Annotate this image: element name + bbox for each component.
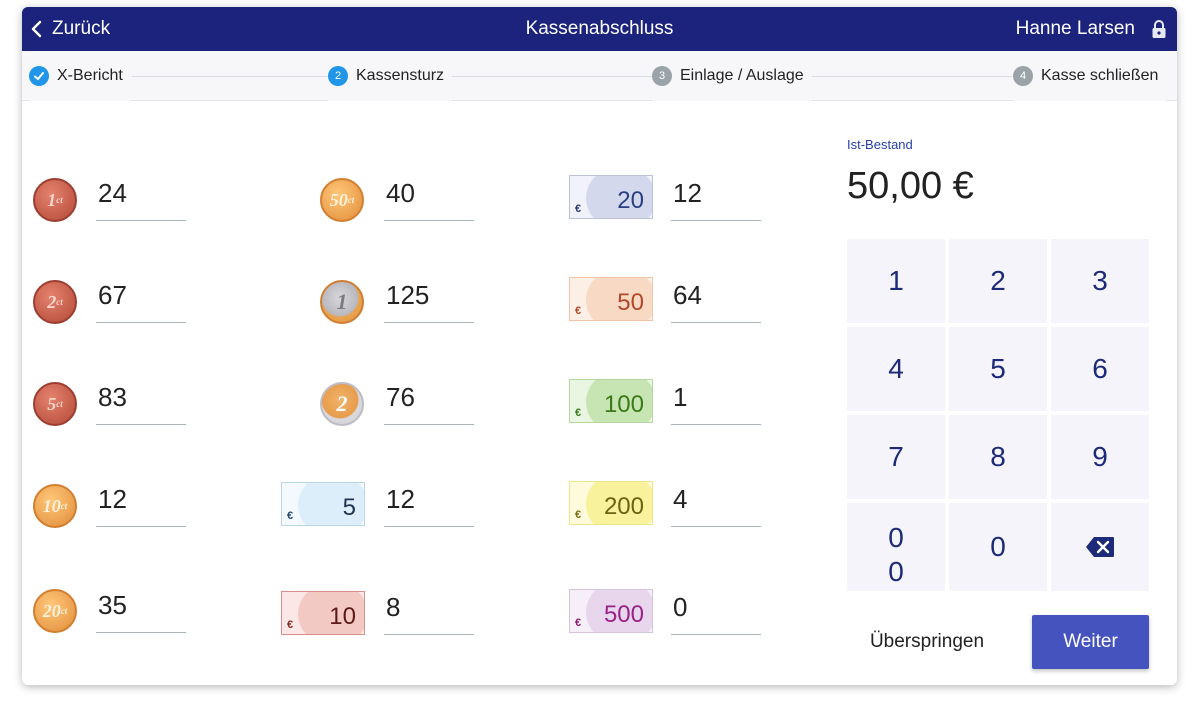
back-label: Zurück [52, 18, 111, 39]
next-button[interactable]: Weiter [1032, 615, 1149, 669]
key-00[interactable]: 0 0 [847, 503, 945, 591]
step-number: 4 [1013, 66, 1033, 86]
page-title: Kassenabschluss [525, 18, 674, 39]
step-label: Kassensturz [356, 67, 445, 84]
step-connector [132, 76, 332, 77]
count-5ct-input[interactable]: 83 [96, 381, 186, 425]
key-2[interactable]: 2 [949, 239, 1047, 323]
app-window: Zurück Kassenabschluss Hanne Larsen X-Be… [22, 7, 1177, 685]
step-connector [812, 76, 1012, 77]
note-10-icon: € 10 [281, 591, 365, 635]
count-500euro-note-input[interactable]: 0 [671, 591, 761, 635]
key-00-digit: 0 [888, 522, 904, 553]
step-number: 3 [652, 66, 672, 86]
count-5euro-note-input[interactable]: 12 [384, 483, 474, 527]
step-kassensturz[interactable]: 2 Kassensturz [328, 51, 453, 101]
step-label: X-Bericht [57, 67, 123, 84]
count-1ct-input[interactable]: 24 [96, 177, 186, 221]
step-einlage-auslage[interactable]: 3 Einlage / Auslage [652, 51, 812, 101]
coin-20ct-icon: 20 ct [33, 589, 77, 633]
coin-2euro-icon: 2 [320, 382, 364, 426]
note-200-icon: € 200 [569, 481, 653, 525]
count-10ct-input[interactable]: 12 [96, 483, 186, 527]
step-label: Einlage / Auslage [680, 67, 804, 84]
stock-label: Ist-Bestand [847, 137, 913, 152]
step-kasse-schliessen[interactable]: 4 Kasse schließen [1013, 51, 1167, 101]
step-x-bericht[interactable]: X-Bericht [29, 51, 131, 101]
count-2euro-input[interactable]: 76 [384, 381, 474, 425]
key-5[interactable]: 5 [949, 327, 1047, 411]
key-1[interactable]: 1 [847, 239, 945, 323]
header-bar: Zurück Kassenabschluss Hanne Larsen [22, 7, 1177, 51]
lock-icon[interactable] [1151, 19, 1167, 39]
coin-5ct-icon: 5 ct [33, 382, 77, 426]
count-50ct-input[interactable]: 40 [384, 177, 474, 221]
check-icon [29, 66, 49, 86]
skip-button[interactable]: Überspringen [869, 631, 985, 652]
stock-value: 50,00 € [847, 165, 974, 207]
coin-50ct-icon: 50 ct [320, 178, 364, 222]
back-button[interactable]: Zurück [30, 7, 110, 51]
count-20ct-input[interactable]: 35 [96, 589, 186, 633]
step-number: 2 [328, 66, 348, 86]
count-100euro-note-input[interactable]: 1 [671, 381, 761, 425]
count-50euro-note-input[interactable]: 64 [671, 279, 761, 323]
key-7[interactable]: 7 [847, 415, 945, 499]
progress-steps: X-Bericht 2 Kassensturz 3 Einlage / Ausl… [22, 51, 1177, 101]
key-6[interactable]: 6 [1051, 327, 1149, 411]
step-label: Kasse schließen [1041, 67, 1159, 84]
count-1euro-input[interactable]: 125 [384, 279, 474, 323]
note-20-icon: € 20 [569, 175, 653, 219]
note-5-icon: € 5 [281, 482, 365, 526]
note-500-icon: € 500 [569, 589, 653, 633]
user-menu[interactable]: Hanne Larsen [1016, 7, 1167, 51]
key-0[interactable]: 0 [949, 503, 1047, 591]
coin-1ct-icon: 1 ct [33, 178, 77, 222]
note-100-icon: € 100 [569, 379, 653, 423]
numeric-keypad: 1 2 3 4 5 6 7 8 9 0 0 0 [847, 239, 1149, 591]
count-200euro-note-input[interactable]: 4 [671, 483, 761, 527]
count-10euro-note-input[interactable]: 8 [384, 591, 474, 635]
coin-10ct-icon: 10 ct [33, 484, 77, 528]
key-8[interactable]: 8 [949, 415, 1047, 499]
key-4[interactable]: 4 [847, 327, 945, 411]
backspace-key[interactable] [1051, 503, 1149, 591]
backspace-icon [1086, 537, 1114, 557]
step-connector [452, 76, 652, 77]
note-50-icon: € 50 [569, 277, 653, 321]
user-name: Hanne Larsen [1015, 18, 1135, 39]
key-9[interactable]: 9 [1051, 415, 1149, 499]
coin-2ct-icon: 2 ct [33, 280, 77, 324]
coin-1euro-icon: 1 [320, 280, 364, 324]
key-00-digit: 0 [888, 556, 904, 587]
chevron-left-icon [31, 20, 42, 38]
key-3[interactable]: 3 [1051, 239, 1149, 323]
count-20euro-note-input[interactable]: 12 [671, 177, 761, 221]
count-2ct-input[interactable]: 67 [96, 279, 186, 323]
